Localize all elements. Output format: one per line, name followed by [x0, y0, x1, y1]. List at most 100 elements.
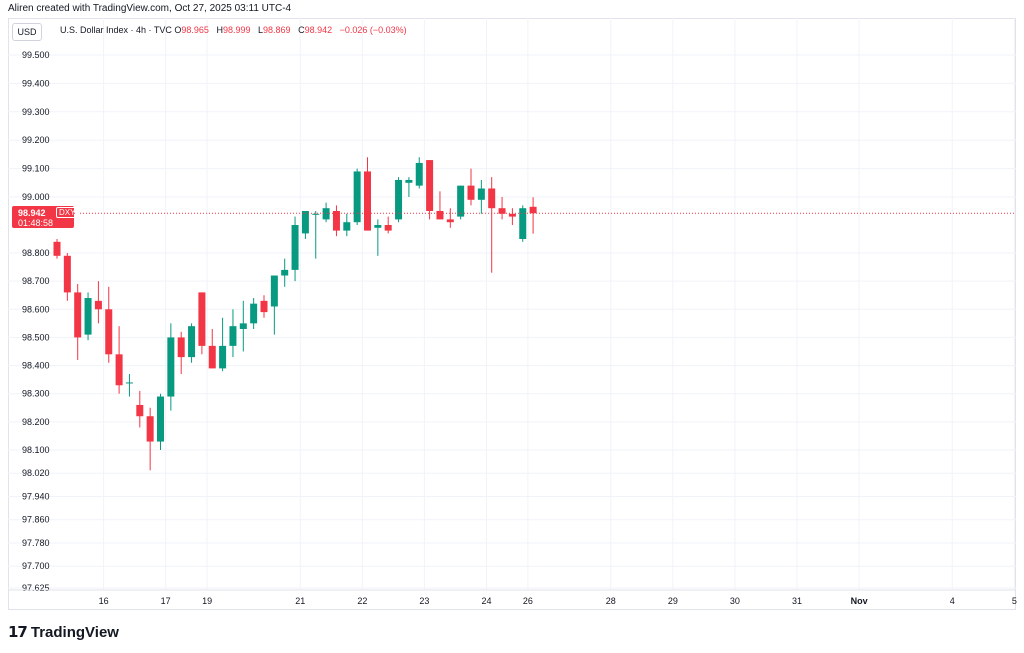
candle-body [53, 241, 61, 256]
chart-frame[interactable] [8, 18, 1016, 610]
candle[interactable] [260, 295, 268, 318]
candle-body [353, 171, 361, 223]
candle-body [125, 382, 133, 384]
candles [53, 157, 537, 471]
candle[interactable] [477, 179, 485, 214]
candle[interactable] [74, 283, 82, 360]
candle-body [250, 303, 258, 324]
candle[interactable] [405, 177, 413, 197]
candle[interactable] [374, 219, 382, 256]
tradingview-logo-icon: 𝟭𝟳 [8, 624, 28, 641]
candle-body [488, 188, 496, 209]
time-axis-label: 30 [730, 596, 740, 606]
price-axis-label: 99.300 [22, 107, 50, 117]
candle[interactable] [157, 393, 164, 450]
price-axis-label: 99.500 [22, 50, 50, 60]
candle[interactable] [115, 326, 123, 394]
time-axis-label: 26 [523, 596, 533, 606]
candle-body [219, 345, 227, 369]
candle[interactable] [177, 331, 185, 375]
time-axis-label: 16 [99, 596, 109, 606]
candle[interactable] [426, 160, 434, 220]
candle[interactable] [529, 197, 537, 234]
candle[interactable] [467, 168, 475, 206]
time-axis-label: 19 [202, 596, 212, 606]
candle[interactable] [146, 407, 154, 471]
candle[interactable] [364, 157, 371, 231]
candle[interactable] [395, 177, 403, 223]
candle[interactable] [322, 202, 330, 223]
candle-body [301, 211, 309, 234]
legend-open-label: O [174, 25, 182, 35]
currency-selector[interactable]: USD [12, 23, 42, 41]
candle-body [364, 171, 371, 231]
candle-body [477, 188, 485, 200]
brand-name: TradingView [30, 623, 119, 641]
candle[interactable] [457, 185, 465, 220]
candle[interactable] [301, 211, 309, 239]
candle[interactable] [281, 258, 289, 287]
candle[interactable] [229, 309, 237, 358]
candle[interactable] [384, 216, 392, 234]
last-price-tag: 98.942 DXY 01:48:58 [12, 206, 79, 228]
price-axis-label: 99.100 [22, 164, 50, 174]
price-axis-label: 99.400 [22, 78, 50, 88]
tradingview-logo[interactable]: 𝟭𝟳 TradingView [8, 623, 119, 642]
price-axis-label: 97.780 [22, 538, 50, 548]
candle-body [63, 255, 71, 293]
candle-body [177, 337, 185, 358]
candle-body [167, 337, 175, 397]
candle[interactable] [250, 298, 258, 329]
price-axis-label: 98.600 [22, 304, 50, 314]
legend-close-label: C [298, 25, 305, 35]
candle[interactable] [508, 208, 516, 225]
candle-body [374, 225, 382, 228]
legend-high-value: 98.999 [222, 25, 251, 35]
price-axis-label: 98.200 [22, 417, 50, 427]
grid-lines [8, 18, 1016, 590]
candle[interactable] [415, 157, 423, 189]
candle[interactable] [105, 286, 113, 363]
legend-title: U.S. Dollar Index · 4h · TVC [60, 25, 172, 35]
candle[interactable] [125, 374, 133, 397]
price-axis-label: 97.700 [22, 561, 50, 571]
candle[interactable] [270, 275, 278, 335]
candle[interactable] [208, 328, 216, 369]
price-axis-label: 99.200 [22, 135, 50, 145]
price-axis-label: 98.100 [22, 445, 50, 455]
candle[interactable] [94, 281, 102, 324]
candle-body [405, 179, 413, 183]
candle-body [136, 404, 144, 417]
candle[interactable] [519, 205, 527, 242]
candle-body [498, 208, 506, 214]
candle-body [332, 211, 340, 231]
symbol-legend[interactable]: U.S. Dollar Index · 4h · TVC O98.965 H98… [60, 25, 412, 35]
candle[interactable] [219, 317, 227, 372]
candle[interactable] [312, 211, 320, 259]
price-axis-label: 98.500 [22, 332, 50, 342]
candle[interactable] [488, 177, 496, 273]
candle[interactable] [63, 253, 71, 301]
candle[interactable] [446, 208, 454, 228]
candle[interactable] [136, 390, 144, 428]
candle[interactable] [343, 213, 351, 237]
candle[interactable] [198, 292, 206, 355]
candle-body [426, 160, 434, 211]
candle[interactable] [167, 323, 175, 411]
candle-body [115, 354, 123, 386]
attribution-text: Aliren created with TradingView.com, Oct… [8, 3, 292, 14]
candle[interactable] [353, 168, 361, 225]
candle-body [198, 292, 206, 346]
candle[interactable] [53, 239, 61, 259]
candle[interactable] [498, 197, 506, 220]
candle[interactable] [84, 292, 92, 341]
price-axis-label: 98.300 [22, 389, 50, 399]
price-axis-label: 98.400 [22, 361, 50, 371]
candle[interactable] [188, 323, 196, 363]
candle-body [157, 396, 164, 442]
candle[interactable] [291, 216, 299, 282]
candle[interactable] [332, 205, 340, 237]
candle[interactable] [436, 191, 444, 220]
candle[interactable] [239, 300, 247, 352]
